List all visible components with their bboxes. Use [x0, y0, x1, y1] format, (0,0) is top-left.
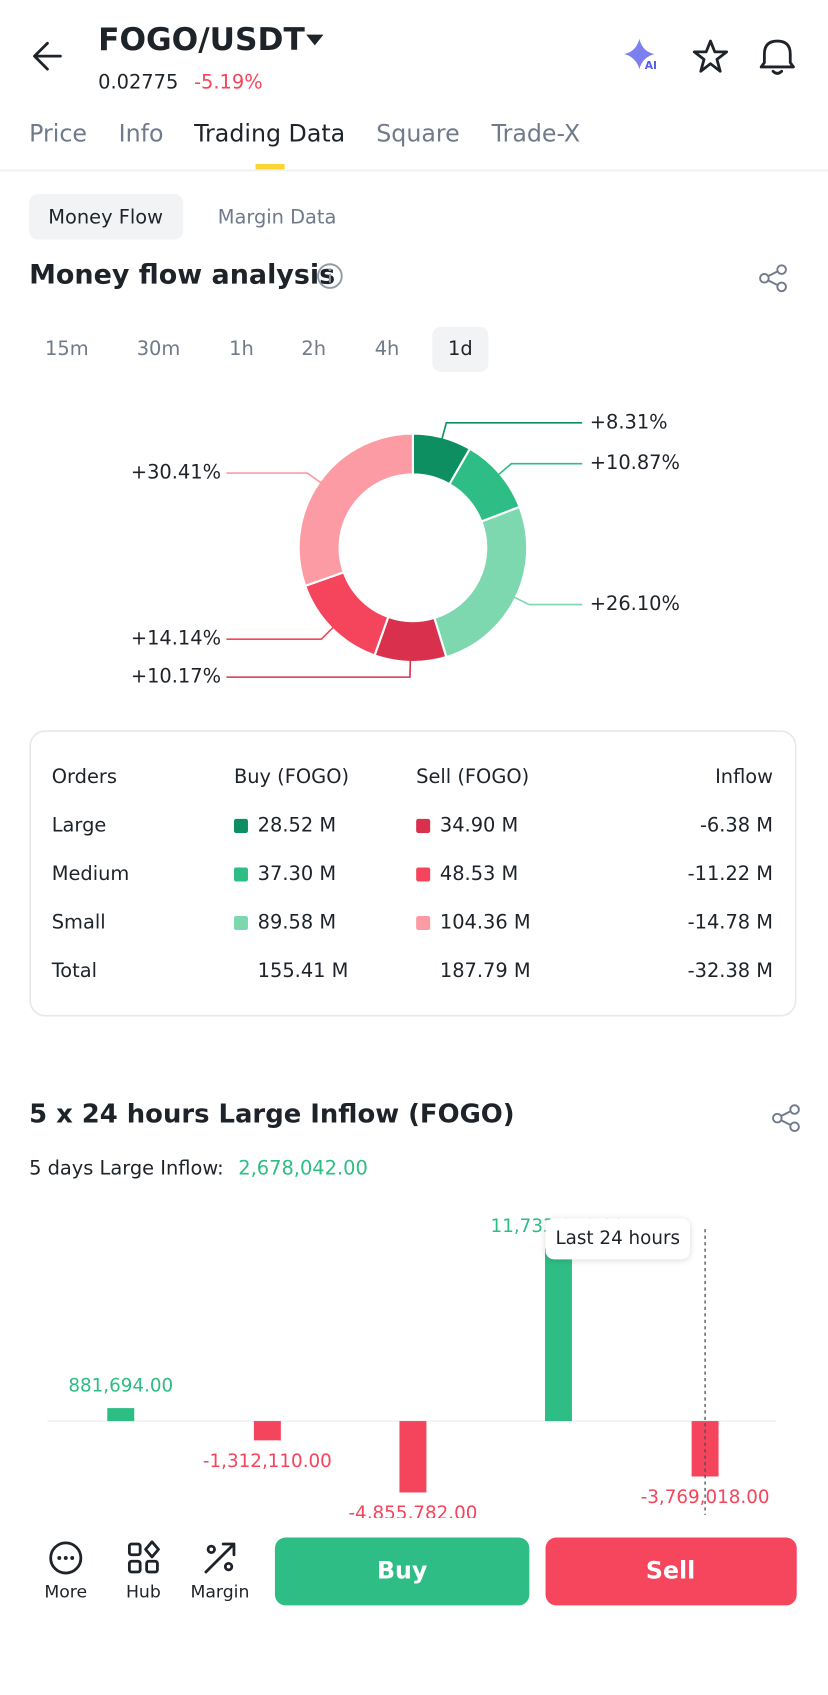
table-header: Orders — [52, 765, 117, 788]
tab-indicator — [255, 163, 285, 170]
nav-label[interactable]: Margin — [190, 1582, 249, 1602]
bar-label: 881,694.00 — [68, 1376, 173, 1397]
table-cell: 28.52 M — [258, 813, 336, 836]
margin-icon[interactable] — [204, 1542, 236, 1574]
subtab[interactable]: Money Flow — [48, 205, 163, 228]
tooltip-text: Last 24 hours — [555, 1228, 680, 1249]
bar — [399, 1421, 427, 1493]
donut-segment — [433, 505, 529, 659]
interval[interactable]: 2h — [301, 337, 326, 360]
tooltip — [545, 1218, 690, 1260]
tab[interactable]: Price — [29, 119, 87, 147]
share-button[interactable] — [759, 264, 787, 293]
notification-button[interactable] — [759, 39, 795, 75]
donut-segment — [297, 432, 414, 588]
table-header: Inflow — [715, 765, 773, 788]
price-change: -5.19% — [194, 71, 263, 94]
interval[interactable]: 1h — [229, 337, 254, 360]
color-swatch — [233, 867, 248, 882]
interval[interactable]: 30m — [137, 337, 181, 360]
donut-label: +8.31% — [590, 410, 668, 433]
table-cell: 37.30 M — [258, 862, 336, 885]
info-icon[interactable] — [317, 263, 343, 289]
bar — [107, 1408, 135, 1422]
interval[interactable]: 1d — [448, 337, 473, 360]
table-cell: Large — [52, 813, 107, 836]
table-card — [29, 730, 797, 1017]
sell-button[interactable] — [545, 1537, 797, 1606]
buy-label[interactable]: Buy — [377, 1557, 428, 1585]
donut-label: +14.14% — [131, 627, 221, 650]
share-button[interactable] — [772, 1104, 800, 1133]
table-header: Buy (FOGO) — [234, 765, 349, 788]
table-cell: 89.58 M — [258, 910, 336, 933]
leader-line — [495, 462, 583, 477]
table-cell: -32.38 M — [688, 959, 773, 982]
price: 0.02775 — [98, 71, 178, 94]
donut-segment — [303, 570, 390, 657]
table-cell: -6.38 M — [700, 813, 773, 836]
table-cell: 155.41 M — [258, 959, 349, 982]
tab[interactable]: Trading Data — [193, 119, 345, 147]
bar — [691, 1421, 719, 1477]
table-cell: 48.53 M — [440, 862, 518, 885]
tab[interactable]: Trade-X — [491, 119, 581, 147]
section-title: Money flow analysis — [29, 260, 335, 291]
buy-button[interactable] — [274, 1537, 530, 1606]
color-swatch — [416, 818, 431, 833]
table-cell: -14.78 M — [688, 910, 773, 933]
svg-text:AI: AI — [645, 59, 657, 72]
tab[interactable]: Info — [119, 119, 164, 147]
donut-label: +10.17% — [131, 665, 221, 688]
sell-label[interactable]: Sell — [646, 1557, 695, 1585]
nav-label[interactable]: Hub — [126, 1582, 161, 1602]
interval[interactable]: 15m — [45, 337, 89, 360]
table-header: Sell (FOGO) — [416, 765, 529, 788]
color-swatch — [233, 818, 248, 833]
bar — [544, 1248, 572, 1422]
table-cell: 187.79 M — [440, 959, 531, 982]
ai-button[interactable]: AI — [624, 38, 657, 72]
color-swatch — [416, 915, 431, 930]
table-cell: Medium — [52, 862, 130, 885]
leader-line — [440, 421, 583, 442]
leader-line — [511, 595, 583, 606]
subtitle: 5 days Large Inflow: — [29, 1156, 224, 1179]
leader-line — [226, 472, 324, 485]
favorite-button[interactable] — [692, 39, 729, 73]
leader-line — [226, 657, 412, 678]
donut-label: +10.87% — [590, 451, 680, 474]
donut-label: +26.10% — [590, 592, 680, 615]
section-title: 5 x 24 hours Large Inflow (FOGO) — [29, 1099, 514, 1129]
subtab[interactable]: Margin Data — [218, 205, 337, 228]
bar — [253, 1421, 281, 1441]
donut-label: +30.41% — [131, 461, 221, 484]
nav-label[interactable]: More — [44, 1582, 87, 1602]
interval[interactable]: 4h — [375, 337, 400, 360]
interval-active-bg — [432, 326, 489, 373]
pair-dropdown[interactable] — [306, 34, 324, 46]
table-cell: Small — [52, 910, 106, 933]
more-icon[interactable] — [49, 1541, 83, 1575]
color-swatch — [233, 915, 248, 930]
table-cell: -11.22 M — [688, 862, 773, 885]
hub-icon[interactable] — [127, 1540, 160, 1574]
bar-label: -4,855,782.00 — [348, 1503, 477, 1524]
pair-name[interactable]: FOGO/USDT — [98, 22, 305, 58]
tab[interactable]: Square — [376, 119, 459, 147]
color-swatch — [416, 867, 431, 882]
table-cell: 34.90 M — [440, 813, 518, 836]
leader-line — [226, 624, 336, 640]
total-inflow: 2,678,042.00 — [238, 1156, 368, 1179]
subtab-active-bg — [29, 194, 184, 240]
bar-label: -1,312,110.00 — [203, 1451, 332, 1472]
table-cell: Total — [51, 959, 97, 982]
table-cell: 104.36 M — [440, 910, 531, 933]
back-button[interactable] — [33, 41, 62, 71]
